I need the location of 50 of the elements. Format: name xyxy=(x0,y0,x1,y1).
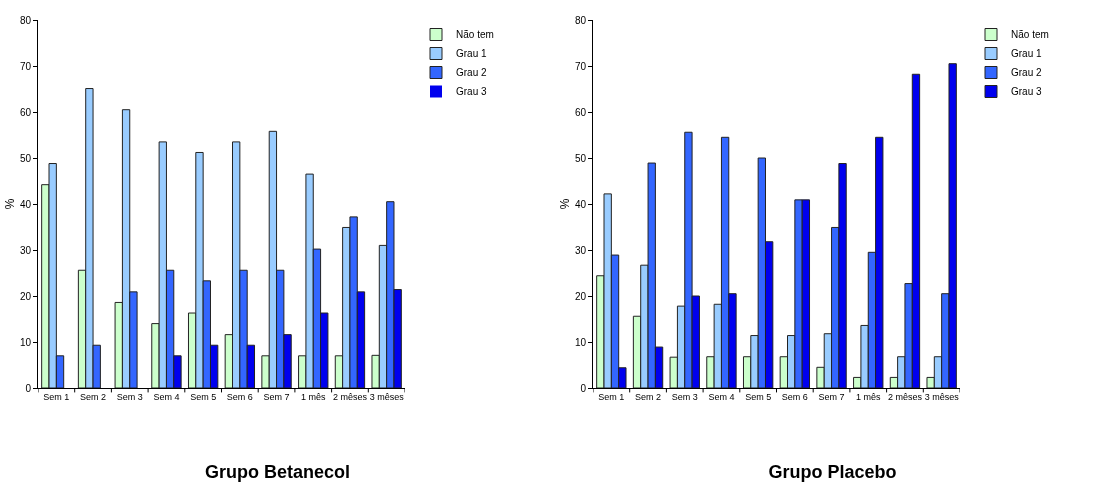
x-tick-label: 2 mêses xyxy=(887,391,923,402)
y-tick-label: 40 xyxy=(574,198,587,210)
x-tick-label: Sem 4 xyxy=(153,391,180,402)
x-tick-label: Sem 2 xyxy=(80,391,107,402)
y-axis-title: % xyxy=(3,198,18,210)
text: Grupo Betanecol xyxy=(204,462,351,483)
y-tick-label: 10 xyxy=(574,336,587,348)
x-tick-label: Sem 7 xyxy=(818,391,845,402)
legend-label: Grau 2 xyxy=(456,67,488,79)
legend-label: Grau 2 xyxy=(1011,67,1043,79)
legend-label: Não tem xyxy=(1011,29,1049,41)
legend-label: Não tem xyxy=(456,29,494,41)
x-tick-label: Sem 2 xyxy=(635,391,662,402)
y-tick-label: 50 xyxy=(574,152,587,164)
legend-label: Grau 1 xyxy=(1011,48,1043,60)
x-tick-label: 3 mêses xyxy=(369,391,405,402)
legend-label: Grau 3 xyxy=(456,86,488,98)
y-tick-label: 10 xyxy=(19,336,32,348)
y-tick-label: 50 xyxy=(19,152,32,164)
x-tick-label: Sem 4 xyxy=(708,391,735,402)
y-axis-title: % xyxy=(558,198,573,210)
y-tick-label: 70 xyxy=(574,60,587,72)
x-tick-label: Sem 1 xyxy=(598,391,625,402)
y-tick-label: 70 xyxy=(19,60,32,72)
x-tick-label: Sem 5 xyxy=(745,391,772,402)
legend-label: Grau 1 xyxy=(456,48,488,60)
y-tick-label: 0 xyxy=(25,382,32,394)
x-tick-label: 2 mêses xyxy=(332,391,368,402)
text: Grupo Placebo xyxy=(768,462,897,483)
y-tick-label: 80 xyxy=(19,14,32,26)
y-tick-label: 20 xyxy=(574,290,587,302)
x-tick-label: Sem 6 xyxy=(226,391,253,402)
y-tick-label: 80 xyxy=(574,14,587,26)
x-tick-label: Sem 5 xyxy=(190,391,217,402)
y-tick-label: 30 xyxy=(19,244,32,256)
x-tick-label: 1 mês xyxy=(300,391,326,402)
y-tick-label: 60 xyxy=(19,106,32,118)
y-tick-label: 40 xyxy=(19,198,32,210)
legend-label: Grau 3 xyxy=(1011,86,1043,98)
y-tick-label: 60 xyxy=(574,106,587,118)
x-tick-label: Sem 6 xyxy=(781,391,808,402)
x-tick-label: Sem 3 xyxy=(116,391,143,402)
x-tick-label: 1 mês xyxy=(855,391,881,402)
y-tick-label: 20 xyxy=(19,290,32,302)
x-tick-label: Sem 7 xyxy=(263,391,290,402)
x-tick-label: Sem 1 xyxy=(43,391,70,402)
x-tick-label: 3 mêses xyxy=(924,391,960,402)
x-tick-label: Sem 3 xyxy=(671,391,698,402)
y-tick-label: 30 xyxy=(574,244,587,256)
y-tick-label: 0 xyxy=(580,382,587,394)
